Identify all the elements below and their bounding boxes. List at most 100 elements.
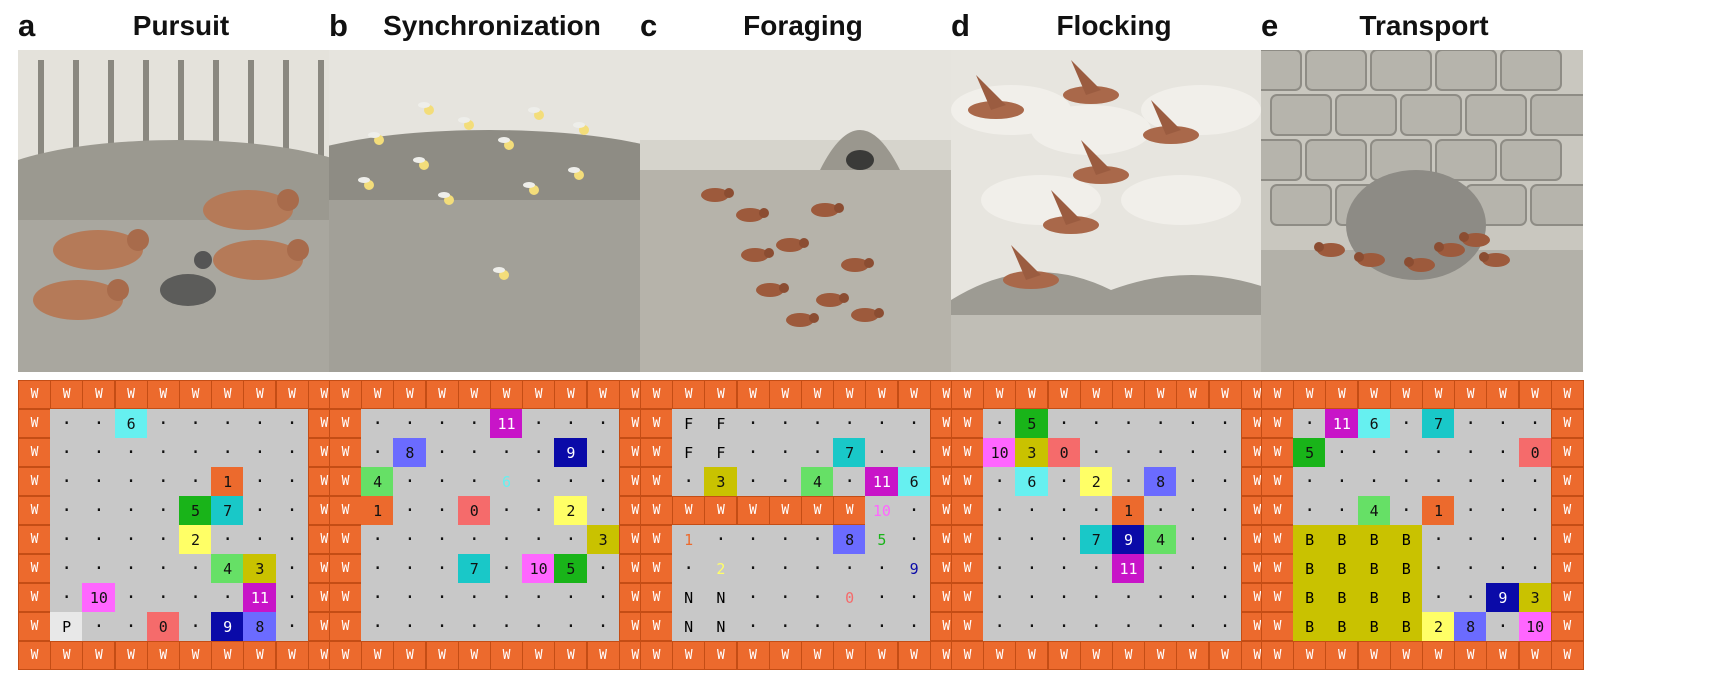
empty-cell: · <box>275 612 309 641</box>
wall-cell: W <box>361 380 395 409</box>
empty-cell: · <box>179 438 212 467</box>
wall-cell: W <box>1422 641 1455 670</box>
wall-cell: W <box>1112 380 1145 409</box>
wall-cell: W <box>1261 583 1294 612</box>
agent-1: 1 <box>361 496 395 525</box>
empty-cell: · <box>146 467 180 496</box>
empty-cell: · <box>1293 409 1327 438</box>
wall-cell: W <box>1112 641 1145 670</box>
wall-cell: W <box>457 380 491 409</box>
wall-cell: W <box>929 380 963 409</box>
empty-cell: · <box>1454 496 1488 525</box>
agent-1: 1 <box>1112 496 1145 525</box>
empty-cell: · <box>361 525 395 554</box>
empty-cell: · <box>1518 554 1552 583</box>
empty-cell: · <box>243 467 277 496</box>
agent-3: 3 <box>243 554 277 583</box>
agent-6: 6 <box>114 409 148 438</box>
empty-cell: · <box>1015 525 1049 554</box>
empty-cell: · <box>490 554 523 583</box>
agent-8: 8 <box>393 438 427 467</box>
ant-illustration <box>776 238 804 252</box>
empty-cell: · <box>457 409 491 438</box>
empty-cell: · <box>179 612 212 641</box>
empty-cell: · <box>146 409 180 438</box>
empty-cell: · <box>211 438 245 467</box>
wall-cell: W <box>983 641 1017 670</box>
panel-a: a Pursuit W W W W W W W W W W W · · 6 · · · · · W W · · · · · · · · W W ·… <box>16 0 346 673</box>
wall-cell: W <box>329 380 362 409</box>
wall-cell: W <box>50 641 84 670</box>
empty-cell: · <box>1325 496 1359 525</box>
panel-e: e Transport W W W W W W W W W W W · 11 6 · 7 · · · W W 5 · · · · · · 0… <box>1259 0 1589 673</box>
agent-6: 6 <box>897 467 931 496</box>
empty-cell: · <box>1176 467 1210 496</box>
box-cell: B <box>1293 525 1327 554</box>
empty-cell: · <box>361 554 395 583</box>
empty-cell: · <box>114 583 148 612</box>
wall-cell: W <box>1144 380 1178 409</box>
empty-cell: · <box>361 583 395 612</box>
empty-cell: · <box>1357 467 1391 496</box>
empty-cell: · <box>425 554 459 583</box>
wall-cell: W <box>275 641 309 670</box>
grid-world: W W W W W W W W W W W F F · · · · · · W W F F · · · 7 · · W W · 3 · · 4 · 11 6… <box>640 380 963 670</box>
agent-11: 11 <box>1325 409 1359 438</box>
empty-cell: · <box>1176 525 1210 554</box>
wall-cell: W <box>1389 380 1423 409</box>
empty-cell: · <box>1208 496 1242 525</box>
empty-cell: · <box>179 409 212 438</box>
empty-cell: · <box>1422 467 1455 496</box>
box-cell: B <box>1357 554 1391 583</box>
empty-cell: · <box>1112 583 1145 612</box>
empty-cell: · <box>490 583 523 612</box>
empty-cell: · <box>801 525 834 554</box>
agent-7: 7 <box>1422 409 1455 438</box>
empty-cell: · <box>1325 438 1359 467</box>
empty-cell: · <box>1112 438 1145 467</box>
wall-cell: W <box>1550 554 1584 583</box>
empty-cell: · <box>768 409 802 438</box>
wall-cell: W <box>704 380 738 409</box>
agent-0: 0 <box>457 496 491 525</box>
empty-cell: · <box>82 554 116 583</box>
agent-11: 11 <box>1112 554 1145 583</box>
wall-cell: W <box>490 641 523 670</box>
empty-cell: · <box>1079 612 1113 641</box>
empty-cell: · <box>897 525 931 554</box>
wall-cell: W <box>704 641 738 670</box>
empty-cell: · <box>1293 467 1327 496</box>
empty-cell: · <box>1176 554 1210 583</box>
empty-cell: · <box>82 438 116 467</box>
wall-cell: W <box>18 467 51 496</box>
wall-cell: W <box>640 438 673 467</box>
ant-illustration <box>786 313 814 327</box>
agent-2: 2 <box>179 525 212 554</box>
wall-cell: W <box>768 496 802 525</box>
prey-cell: P <box>50 612 84 641</box>
box-cell: B <box>1293 554 1327 583</box>
wall-cell: W <box>768 380 802 409</box>
empty-cell: · <box>114 496 148 525</box>
wall-cell: W <box>640 409 673 438</box>
empty-cell: · <box>1208 409 1242 438</box>
empty-cell: · <box>897 409 931 438</box>
scene-illustration <box>640 50 962 372</box>
food-cell: F <box>672 438 706 467</box>
empty-cell: · <box>393 467 427 496</box>
empty-cell: · <box>554 525 588 554</box>
empty-cell: · <box>865 612 899 641</box>
empty-cell: · <box>768 438 802 467</box>
wall-cell: W <box>1550 438 1584 467</box>
agent-9: 9 <box>211 612 245 641</box>
empty-cell: · <box>865 409 899 438</box>
empty-cell: · <box>146 583 180 612</box>
agent-6: 6 <box>1015 467 1049 496</box>
box-cell: B <box>1389 554 1423 583</box>
empty-cell: · <box>1079 438 1113 467</box>
empty-cell: · <box>1208 467 1242 496</box>
wall-cell: W <box>640 496 673 525</box>
empty-cell: · <box>736 554 770 583</box>
wall-cell: W <box>18 554 51 583</box>
empty-cell: · <box>983 409 1017 438</box>
